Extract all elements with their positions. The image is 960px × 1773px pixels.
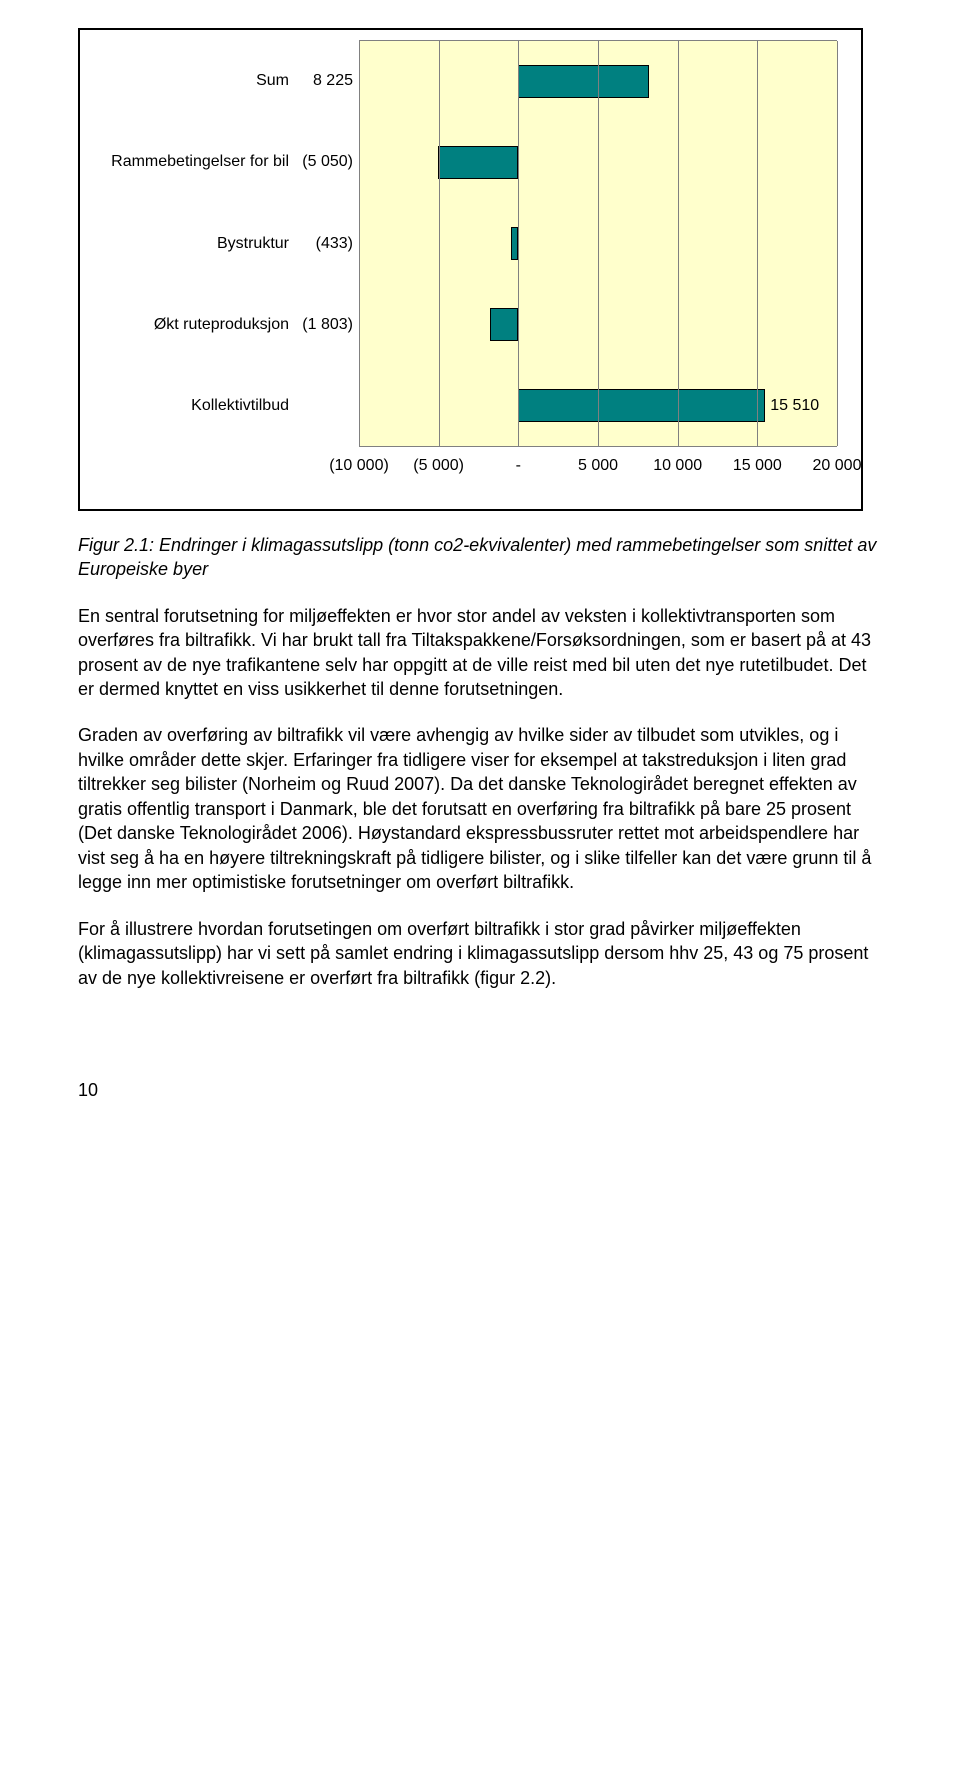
x-axis: (10 000)(5 000)-5 00010 00015 00020 000	[104, 457, 837, 481]
x-tick-label: 20 000	[813, 457, 862, 475]
gridline	[757, 41, 758, 446]
value-label: (5 050)	[299, 121, 359, 202]
bar-data-label: 15 510	[770, 397, 819, 415]
value-label: 8 225	[299, 40, 359, 121]
figure-caption: Figur 2.1: Endringer i klimagassutslipp …	[78, 533, 882, 582]
gridline	[439, 41, 440, 446]
page-number: 10	[78, 1080, 882, 1101]
x-tick-label: 15 000	[733, 457, 782, 475]
value-label: x	[299, 366, 359, 447]
bar	[438, 146, 518, 178]
gridline	[518, 41, 519, 446]
category-text: Sum	[256, 71, 289, 91]
x-tick-label: 5 000	[578, 457, 618, 475]
paragraph: For å illustrere hvordan forutsetingen o…	[78, 917, 882, 990]
gridline	[359, 41, 360, 446]
value-label: (433)	[299, 203, 359, 284]
gridline	[598, 41, 599, 446]
x-tick-label: -	[516, 457, 521, 475]
paragraph: Graden av overføring av biltrafikk vil v…	[78, 723, 882, 894]
bar	[518, 65, 649, 97]
chart-plot-area: 15 510	[359, 40, 837, 447]
bar	[518, 389, 765, 421]
x-axis-ticks: (10 000)(5 000)-5 00010 00015 00020 000	[359, 457, 837, 481]
chart-area: Sum Rammebetingelser for bil Bystruktur …	[104, 40, 837, 447]
category-text: Økt ruteproduksjon	[154, 315, 289, 335]
value-text: (5 050)	[302, 153, 353, 171]
value-label: (1 803)	[299, 284, 359, 365]
category-label: Sum	[104, 40, 299, 121]
category-text: Kollektivtilbud	[191, 396, 289, 416]
category-text: Bystruktur	[217, 234, 289, 254]
x-tick-label: (10 000)	[329, 457, 389, 475]
x-tick-label: (5 000)	[413, 457, 464, 475]
chart-frame: Sum Rammebetingelser for bil Bystruktur …	[78, 28, 863, 511]
value-text: (433)	[316, 235, 353, 253]
category-label: Økt ruteproduksjon	[104, 284, 299, 365]
category-text: Rammebetingelser for bil	[111, 152, 289, 172]
paragraph: En sentral forutsetning for miljøeffekte…	[78, 604, 882, 702]
category-label: Bystruktur	[104, 203, 299, 284]
category-label: Kollektivtilbud	[104, 366, 299, 447]
gridline	[837, 41, 838, 446]
value-labels-column: 8 225 (5 050) (433) (1 803) x	[299, 40, 359, 447]
gridline	[678, 41, 679, 446]
page: Sum Rammebetingelser for bil Bystruktur …	[0, 0, 960, 1141]
value-text: 8 225	[313, 72, 353, 90]
bar	[490, 308, 519, 340]
value-text: (1 803)	[302, 316, 353, 334]
body-text: En sentral forutsetning for miljøeffekte…	[78, 604, 882, 991]
y-axis-labels: Sum Rammebetingelser for bil Bystruktur …	[104, 40, 299, 447]
x-tick-label: 10 000	[653, 457, 702, 475]
bar	[511, 227, 518, 259]
category-label: Rammebetingelser for bil	[104, 121, 299, 202]
